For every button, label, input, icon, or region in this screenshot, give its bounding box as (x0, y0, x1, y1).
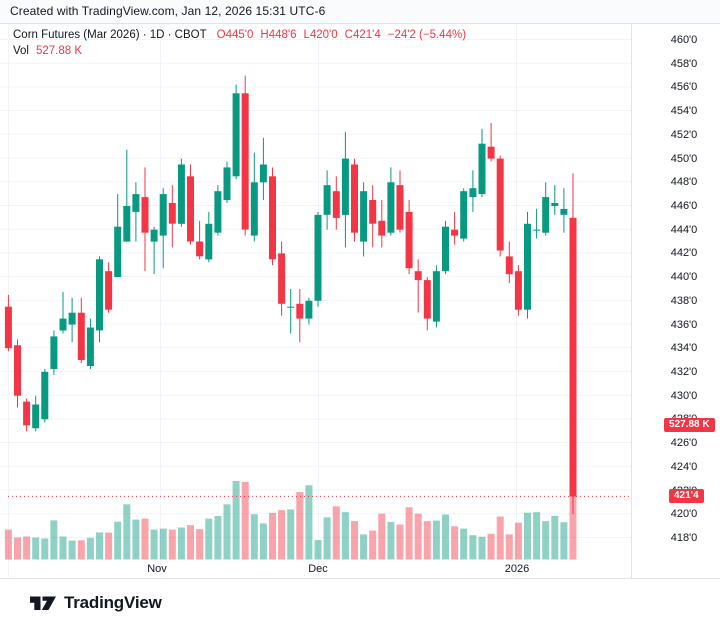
volume-label: Vol (13, 45, 29, 57)
price-axis-label: 432'0 (670, 365, 698, 378)
ohlc-close: C421'4 (345, 29, 381, 41)
high-label: H (260, 29, 269, 41)
ohlc-open: O445'0 (217, 29, 254, 41)
price-axis-label: 448'0 (670, 176, 698, 189)
tradingview-logo-text: TradingView (64, 593, 162, 612)
credit-bar: Created with TradingView.com, Jan 12, 20… (0, 0, 720, 24)
ohlc-high: H448'6 (260, 29, 296, 41)
last-price-badge: 421'4 (669, 489, 704, 503)
low-label: L (303, 29, 310, 41)
tradingview-logo-icon (30, 596, 56, 610)
price-axis-label: 418'0 (670, 531, 698, 544)
low-value: 420'0 (309, 29, 338, 41)
symbol-title: Corn Futures (Mar 2026) · 1D · CBOT (13, 29, 207, 41)
tradingview-logo[interactable]: TradingView (30, 593, 162, 613)
volume-badge: 527.88 K (664, 418, 715, 432)
high-value: 448'6 (268, 29, 297, 41)
credit-link[interactable]: Created with TradingView.com, Jan 12, 20… (10, 4, 326, 18)
price-axis-label: 426'0 (670, 437, 698, 450)
price-axis-label: 438'0 (670, 294, 698, 307)
volume-legend: Vol 527.88 K (13, 45, 82, 57)
change-value: −24'2 (−5.44%) (387, 29, 467, 41)
price-axis-label: 430'0 (670, 389, 698, 402)
price-axis-label: 434'0 (670, 342, 698, 355)
close-value: 421'4 (352, 29, 381, 41)
price-axis-label: 454'0 (670, 105, 698, 118)
price-axis-label: 456'0 (670, 81, 698, 94)
time-axis-label: Dec (308, 563, 328, 575)
symbol-legend: Corn Futures (Mar 2026) · 1D · CBOT O445'… (13, 29, 466, 41)
open-value: 445'0 (225, 29, 254, 41)
price-axis-label: 458'0 (670, 57, 698, 70)
time-axis-border (0, 578, 720, 579)
volume-value: 527.88 K (36, 45, 83, 57)
price-axis-label: 440'0 (670, 271, 698, 284)
price-axis-label: 452'0 (670, 128, 698, 141)
ohlc-low: L420'0 (303, 29, 337, 41)
price-axis-label: 436'0 (670, 318, 698, 331)
price-axis-label: 450'0 (670, 152, 698, 165)
close-label: C (344, 29, 353, 41)
price-axis-label: 446'0 (670, 200, 698, 212)
time-axis-label: Nov (147, 563, 167, 575)
price-axis-label: 442'0 (670, 247, 698, 260)
price-axis-label: 444'0 (670, 223, 698, 236)
price-axis-label: 460'0 (670, 34, 698, 46)
footer: TradingView (0, 579, 720, 627)
price-axis-border (631, 23, 632, 578)
time-axis-label: 2026 (504, 563, 530, 575)
price-axis-label: 420'0 (670, 508, 698, 521)
price-axis-label: 424'0 (670, 460, 698, 473)
open-label: O (216, 29, 226, 41)
time-axis[interactable]: Nov Dec 2026 (0, 561, 632, 578)
